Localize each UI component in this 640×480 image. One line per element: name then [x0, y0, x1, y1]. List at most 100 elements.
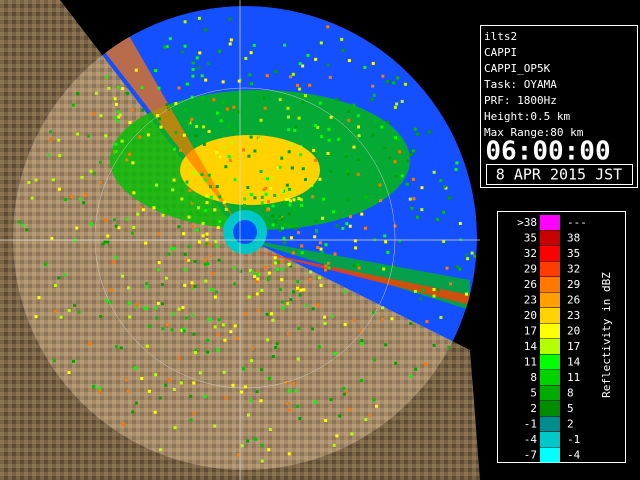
echo-pixel: [332, 443, 336, 447]
echo-pixel: [283, 43, 287, 47]
echo-pixel: [210, 271, 214, 275]
echo-pixel: [278, 229, 282, 233]
legend-from: 17: [524, 325, 537, 338]
echo-pixel: [76, 92, 80, 96]
echo-pixel: [239, 269, 243, 273]
echo-pixel: [213, 325, 217, 329]
echo-pixel: [266, 200, 270, 204]
echo-pixel: [114, 224, 118, 228]
echo-pixel: [288, 408, 292, 412]
echo-pixel: [329, 169, 333, 173]
echo-pixel: [267, 448, 271, 452]
legend-swatch: [540, 277, 560, 292]
echo-pixel: [360, 379, 364, 383]
echo-pixel: [356, 114, 360, 118]
echo-pixel: [207, 173, 211, 177]
echo-pixel: [448, 196, 452, 200]
echo-pixel: [333, 252, 337, 256]
echo-pixel: [314, 57, 318, 61]
echo-pixel: [357, 125, 361, 129]
echo-pixel: [324, 268, 328, 272]
echo-pixel: [249, 399, 253, 403]
echo-pixel: [386, 250, 390, 254]
echo-pixel: [287, 197, 291, 201]
legend-to: 11: [567, 371, 580, 384]
echo-pixel: [299, 288, 303, 292]
echo-pixel: [185, 180, 189, 184]
echo-pixel: [214, 240, 218, 244]
echo-pixel: [383, 146, 387, 150]
echo-pixel: [301, 64, 305, 68]
echo-pixel: [193, 260, 197, 264]
echo-pixel: [120, 139, 124, 143]
echo-pixel: [300, 251, 304, 255]
echo-pixel: [249, 192, 253, 196]
echo-pixel: [51, 178, 55, 182]
echo-pixel: [393, 224, 397, 228]
echo-pixel: [161, 213, 165, 217]
echo-pixel: [103, 240, 107, 244]
echo-pixel: [260, 195, 264, 199]
echo-pixel: [356, 158, 360, 162]
echo-pixel: [324, 419, 328, 423]
legend-to: 2: [567, 418, 574, 431]
echo-pixel: [314, 124, 318, 128]
echo-pixel: [232, 266, 236, 270]
echo-pixel: [145, 307, 149, 311]
echo-pixel: [156, 301, 160, 305]
echo-pixel: [273, 193, 277, 197]
echo-pixel: [128, 121, 132, 125]
legend-to: 32: [567, 263, 580, 276]
echo-pixel: [30, 196, 34, 200]
echo-pixel: [302, 288, 306, 292]
legend-swatch: [540, 385, 560, 401]
echo-pixel: [113, 218, 117, 222]
echo-pixel: [322, 197, 326, 201]
echo-pixel: [295, 286, 299, 290]
echo-pixel: [131, 161, 135, 165]
echo-pixel: [292, 382, 296, 386]
legend-swatch: [540, 354, 560, 370]
echo-pixel: [259, 399, 263, 403]
echo-pixel: [273, 261, 277, 265]
echo-pixel: [323, 315, 327, 319]
echo-pixel: [190, 216, 194, 220]
echo-pixel: [373, 358, 377, 362]
echo-pixel: [360, 339, 364, 343]
legend-swatch: [540, 401, 560, 416]
echo-pixel: [158, 396, 162, 400]
echo-pixel: [215, 151, 219, 155]
echo-pixel: [283, 222, 287, 226]
echo-pixel: [180, 50, 184, 54]
echo-pixel: [353, 239, 357, 243]
echo-pixel: [278, 288, 282, 292]
legend-to: -4: [567, 449, 581, 462]
echo-pixel: [360, 212, 364, 216]
echo-pixel: [190, 201, 194, 205]
echo-pixel: [182, 329, 186, 333]
echo-pixel: [335, 224, 339, 228]
echo-pixel: [201, 96, 205, 100]
echo-pixel: [296, 199, 300, 203]
echo-pixel: [287, 389, 291, 393]
echo-pixel: [386, 120, 390, 124]
echo-pixel: [266, 338, 270, 342]
echo-pixel: [145, 344, 149, 348]
echo-pixel: [315, 230, 319, 234]
echo-pixel: [335, 97, 339, 101]
echo-pixel: [294, 125, 298, 129]
echo-pixel: [91, 112, 95, 116]
echo-pixel: [287, 128, 291, 132]
legend-from: 11: [524, 356, 537, 369]
legend-from: -4: [524, 433, 538, 446]
echo-pixel: [271, 204, 275, 208]
legend-from: 14: [524, 340, 538, 353]
info-line: PRF: 1800Hz: [484, 94, 557, 107]
echo-pixel: [286, 302, 290, 306]
echo-pixel: [221, 80, 225, 84]
echo-pixel: [208, 242, 212, 246]
echo-pixel: [121, 422, 125, 426]
echo-pixel: [191, 224, 195, 228]
echo-pixel: [343, 290, 347, 294]
